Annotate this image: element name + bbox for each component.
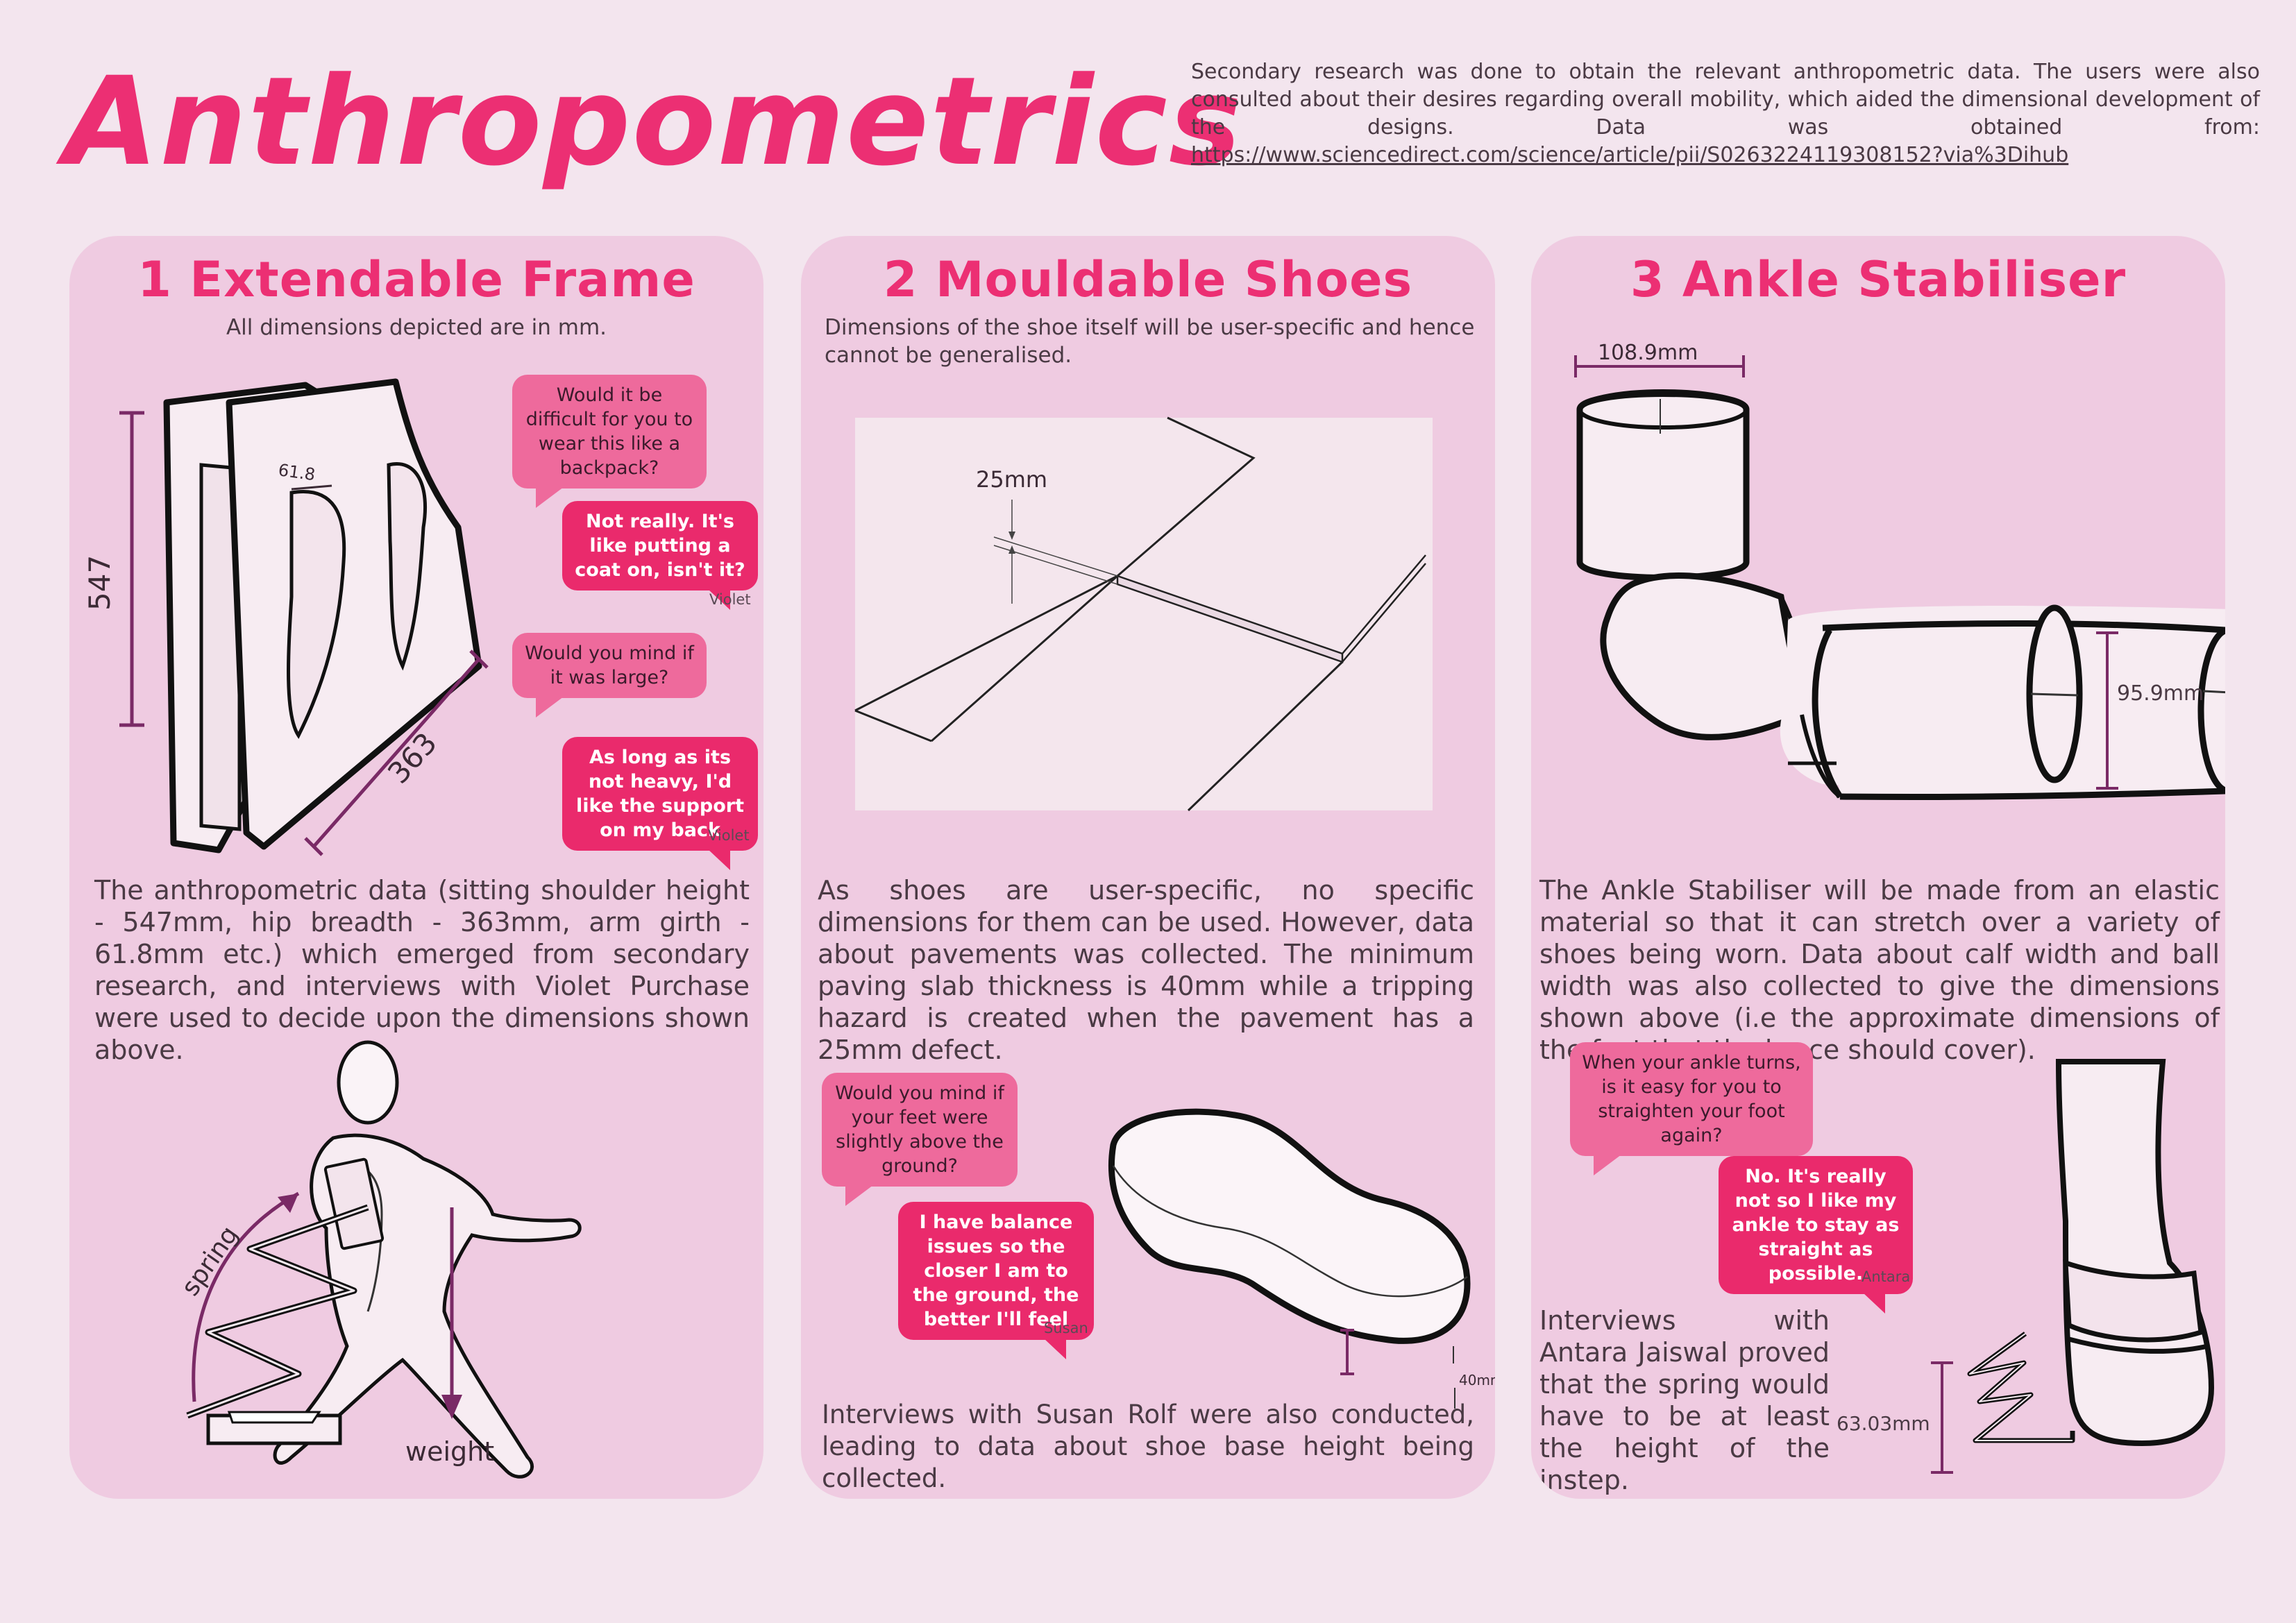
panel-subtitle: Dimensions of the shoe itself will be us… [825, 315, 1475, 368]
panel-body: As shoes are user-specific, no specific … [818, 875, 1474, 1065]
panel-mouldable-shoes: 2 Mouldable Shoes Dimensions of the shoe… [801, 236, 1495, 1499]
chat-answer: I have balance issues so the closer I am… [898, 1202, 1094, 1359]
panel-heading: 2 Mouldable Shoes [883, 251, 1413, 308]
width-dim-label: 108.9mm [1598, 341, 1698, 365]
intro-text: Secondary research was done to obtain th… [1191, 60, 2260, 139]
panel-heading: 1 Extendable Frame [137, 251, 695, 308]
panel-footer: Interviews with Antara Jaiswal proved th… [1539, 1305, 1830, 1495]
shoe-sole-drawing: 40mm [1108, 1108, 1495, 1409]
stabiliser-drawing: 108.9mm [1574, 341, 2225, 801]
chat-question-1: Would it be difficult for you to wear th… [512, 375, 707, 508]
chat-author: Antara [1862, 1268, 1911, 1285]
height-dim-label: 547 [83, 555, 117, 611]
page-title: Anthropometrics [64, 51, 1243, 193]
weight-label: weight [405, 1436, 494, 1467]
panel-footer: Interviews with Susan Rolf were also con… [822, 1400, 1474, 1493]
panel-heading: 3 Ankle Stabiliser [1630, 251, 2127, 308]
panel-subtitle: All dimensions depicted are in mm. [226, 315, 607, 340]
chat-answer: No. It's really not so I like my ankle t… [1719, 1156, 1913, 1314]
foot-spring-drawing [1931, 1059, 2215, 1474]
sole-dimension [1340, 1329, 1354, 1375]
source-link[interactable]: https://www.sciencedirect.com/science/ar… [1191, 143, 2069, 167]
chat-author: Violet [709, 591, 751, 608]
height-dim-label: 95.9mm [2117, 681, 2204, 706]
panel-body: The anthropometric data (sitting shoulde… [94, 875, 750, 1065]
stabiliser-lines [2026, 604, 2118, 790]
intro-paragraph: Secondary research was done to obtain th… [1191, 58, 2260, 169]
chat-question: When your ankle turns, is it easy for yo… [1570, 1042, 1813, 1175]
chat-answer-2: As long as its not heavy, I'd like the s… [562, 737, 758, 870]
frame-drawing: 61.8 547 363 [83, 378, 489, 856]
sole-height-label: 40mm [1459, 1372, 1495, 1388]
defect-label: 25mm [976, 466, 1047, 493]
panel-extendable-frame: 1 Extendable Frame All dimensions depict… [69, 236, 763, 1499]
figure-spring-drawing: spring weight [176, 1040, 582, 1479]
chat-author: Susan [1044, 1320, 1088, 1336]
chat-question-2: Would you mind if it was large? [512, 633, 707, 717]
chat-author: Violet [708, 827, 750, 844]
pavement-drawing: 25mm [854, 416, 1433, 812]
chat-answer-1: Not really. It's like putting a coat on,… [562, 501, 758, 610]
panel-body: The Ankle Stabiliser will be made from a… [1539, 875, 2220, 1065]
spring-height-label: 63.03mm [1837, 1412, 1930, 1435]
panel-ankle-stabiliser: 3 Ankle Stabiliser 108.9mm 95.9mm [1531, 236, 2225, 1499]
chat-question: Would you mind if your feet were slightl… [822, 1073, 1018, 1206]
